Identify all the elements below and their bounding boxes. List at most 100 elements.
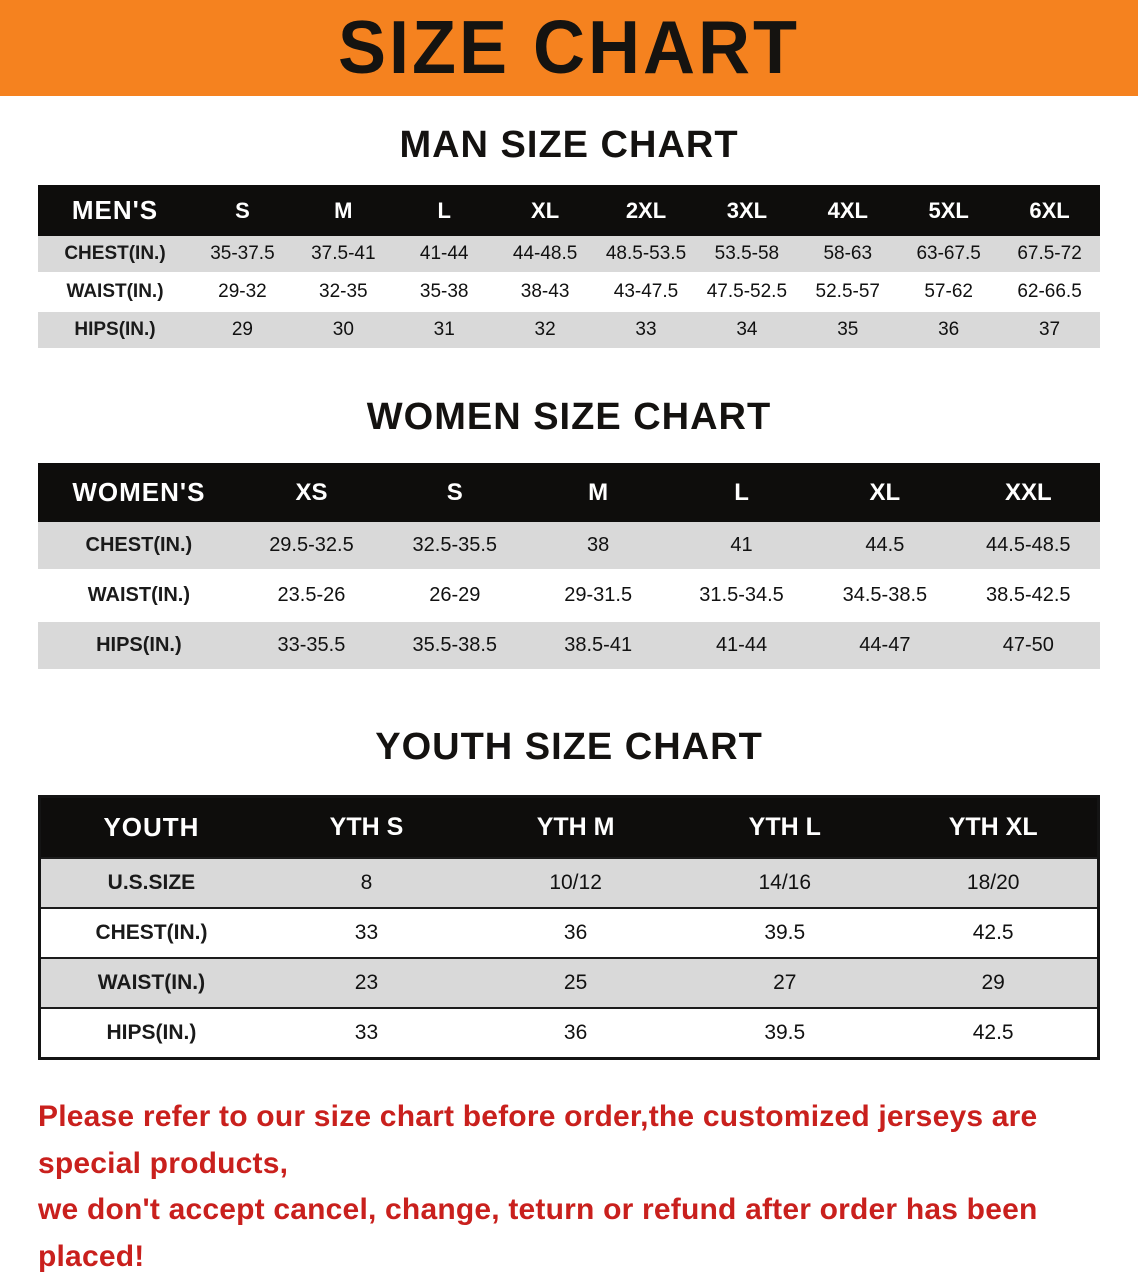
value-cell: 26-29 xyxy=(429,584,481,606)
table-row: U.S.SIZE 8 10/12 14/16 18/20 xyxy=(39,858,1099,908)
size-header-cell: XL xyxy=(494,185,596,236)
value-cell: 62-66.5 xyxy=(1017,281,1082,302)
size-header-cell: YTH XL xyxy=(889,796,1099,858)
womens-size-table-container: WOMEN'S XS S M L XL XXL CHEST(IN.) 29.5-32.5 32.5… xyxy=(38,463,1100,672)
value-cell: 36 xyxy=(938,319,960,340)
man-size-chart-heading: MAN SIZE CHART xyxy=(399,124,739,166)
value-cell: 32-35 xyxy=(319,281,368,302)
value-cell: 57-62 xyxy=(924,281,973,302)
value-cell: 43-47.5 xyxy=(613,281,679,302)
value-cell: 30 xyxy=(332,319,354,340)
youth-size-chart-heading: YOUTH SIZE CHART xyxy=(375,726,763,768)
row-label-cell: U.S.SIZE xyxy=(107,871,196,894)
section-man-size-chart: MAN SIZE CHART MEN'S S M L XL 2XL 3XL 4XL 5XL 6XL… xyxy=(0,124,1138,350)
row-label-cell: CHEST(IN.) xyxy=(64,243,166,264)
value-cell: 38-43 xyxy=(520,281,570,302)
size-header-cell: 5XL xyxy=(898,185,1000,236)
youth-size-table-container: YOUTH YTH S YTH M YTH L YTH XL U.S.SIZE 8 10/12… xyxy=(38,795,1100,1060)
size-header-cell: L xyxy=(393,185,495,236)
size-header-cell: 3XL xyxy=(696,185,798,236)
table-title-cell: WOMEN'S xyxy=(38,463,240,522)
value-cell: 31 xyxy=(433,319,455,340)
size-header-cell: S xyxy=(383,463,527,522)
value-cell: 27 xyxy=(773,971,797,994)
size-header-cell: L xyxy=(669,463,814,522)
value-cell: 39.5 xyxy=(764,1021,806,1044)
value-cell: 39.5 xyxy=(764,921,806,944)
table-header-row: YOUTH YTH S YTH M YTH L YTH XL xyxy=(39,796,1099,858)
row-label-cell: HIPS(IN.) xyxy=(74,319,156,340)
size-header-cell: M xyxy=(292,185,394,236)
section-youth-size-chart: YOUTH SIZE CHART YOUTH YTH S YTH M YTH L YTH… xyxy=(0,726,1138,1060)
value-cell: 42.5 xyxy=(972,921,1014,944)
value-cell: 10/12 xyxy=(549,871,602,894)
value-cell: 34.5-38.5 xyxy=(842,584,928,606)
size-header-cell: 6XL xyxy=(999,185,1100,236)
size-header-cell: XS xyxy=(239,463,384,522)
value-cell: 38 xyxy=(587,534,610,556)
women-size-chart-heading: WOMEN SIZE CHART xyxy=(366,396,772,438)
value-cell: 8 xyxy=(360,871,373,894)
size-header-cell: 2XL xyxy=(595,185,697,236)
value-cell: 35-38 xyxy=(419,281,469,302)
size-table: WOMEN'S XS S M L XL XXL CHEST(IN.) 29.5-32.5 32.5… xyxy=(38,463,1100,672)
row-label-cell: CHEST(IN.) xyxy=(95,921,208,944)
banner-title: SIZE CHART xyxy=(338,6,800,91)
value-cell: 67.5-72 xyxy=(1017,243,1082,264)
row-label-cell: HIPS(IN.) xyxy=(96,634,182,656)
table-row: CHEST(IN.) 29.5-32.5 32.5-35.5 38 41 44.5 44.5… xyxy=(38,522,1100,571)
value-cell: 29 xyxy=(231,319,253,340)
table-row: CHEST(IN.) 33 36 39.5 42.5 xyxy=(39,908,1099,958)
value-cell: 44-47 xyxy=(859,634,911,656)
table-title-cell: YOUTH xyxy=(39,796,262,858)
value-cell: 35.5-38.5 xyxy=(412,634,498,656)
value-cell: 35-37.5 xyxy=(210,243,275,264)
value-cell: 53.5-58 xyxy=(714,243,780,264)
size-header-cell: YTH M xyxy=(471,796,681,858)
value-cell: 48.5-53.5 xyxy=(605,243,687,264)
value-cell: 33 xyxy=(354,1021,379,1044)
value-cell: 58-63 xyxy=(823,243,873,264)
table-title-cell: MEN'S xyxy=(38,185,192,236)
section-women-size-chart: WOMEN SIZE CHART WOMEN'S XS S M L XL XXL CHEST(… xyxy=(0,396,1138,672)
row-label-cell: HIPS(IN.) xyxy=(106,1021,197,1044)
value-cell: 35 xyxy=(837,319,859,340)
value-cell: 34 xyxy=(736,319,758,340)
disclaimer-line-1: Please refer to our size chart before or… xyxy=(38,1100,1038,1180)
value-cell: 37.5-41 xyxy=(311,243,376,264)
value-cell: 52.5-57 xyxy=(815,281,880,302)
table-row: WAIST(IN.) 29-32 32-35 35-38 38-43 43-47.5 47.… xyxy=(38,273,1100,311)
value-cell: 33-35.5 xyxy=(277,634,346,656)
row-label-cell: WAIST(IN.) xyxy=(87,584,190,606)
value-cell: 36 xyxy=(563,921,588,944)
value-cell: 41 xyxy=(730,534,753,556)
size-chart-banner: SIZE CHART xyxy=(0,0,1138,96)
size-header-cell: S xyxy=(191,185,293,236)
value-cell: 38.5-41 xyxy=(564,634,633,656)
value-cell: 41-44 xyxy=(715,634,768,656)
value-cell: 33 xyxy=(635,319,657,340)
size-header-cell: YTH S xyxy=(261,796,472,858)
size-table: MEN'S S M L XL 2XL 3XL 4XL 5XL 6XL CHEST(IN.) 35-37… xyxy=(38,185,1100,350)
table-row: HIPS(IN.) 33 36 39.5 42.5 xyxy=(39,1008,1099,1059)
value-cell: 14/16 xyxy=(758,871,812,894)
value-cell: 47.5-52.5 xyxy=(706,281,788,302)
value-cell: 37 xyxy=(1038,319,1061,340)
value-cell: 44-48.5 xyxy=(512,243,578,264)
row-label-cell: WAIST(IN.) xyxy=(97,971,206,994)
table-row: WAIST(IN.) 23.5-26 26-29 29-31.5 31.5-34.5 34… xyxy=(38,570,1100,621)
value-cell: 25 xyxy=(563,971,588,994)
table-header-row: MEN'S S M L XL 2XL 3XL 4XL 5XL 6XL xyxy=(38,185,1100,236)
value-cell: 18/20 xyxy=(966,871,1020,894)
value-cell: 32.5-35.5 xyxy=(412,534,498,556)
value-cell: 32 xyxy=(534,319,556,340)
size-header-cell: XL xyxy=(813,463,957,522)
value-cell: 42.5 xyxy=(972,1021,1014,1044)
value-cell: 44.5 xyxy=(865,534,905,556)
table-row: WAIST(IN.) 23 25 27 29 xyxy=(39,958,1099,1008)
value-cell: 36 xyxy=(563,1021,588,1044)
value-cell: 29-32 xyxy=(218,281,267,302)
table-row: HIPS(IN.) 33-35.5 35.5-38.5 38.5-41 41-44 44-… xyxy=(38,620,1100,671)
table-row: CHEST(IN.) 35-37.5 37.5-41 41-44 44-48.5 48.5… xyxy=(38,236,1100,273)
size-header-cell: YTH L xyxy=(680,796,890,858)
